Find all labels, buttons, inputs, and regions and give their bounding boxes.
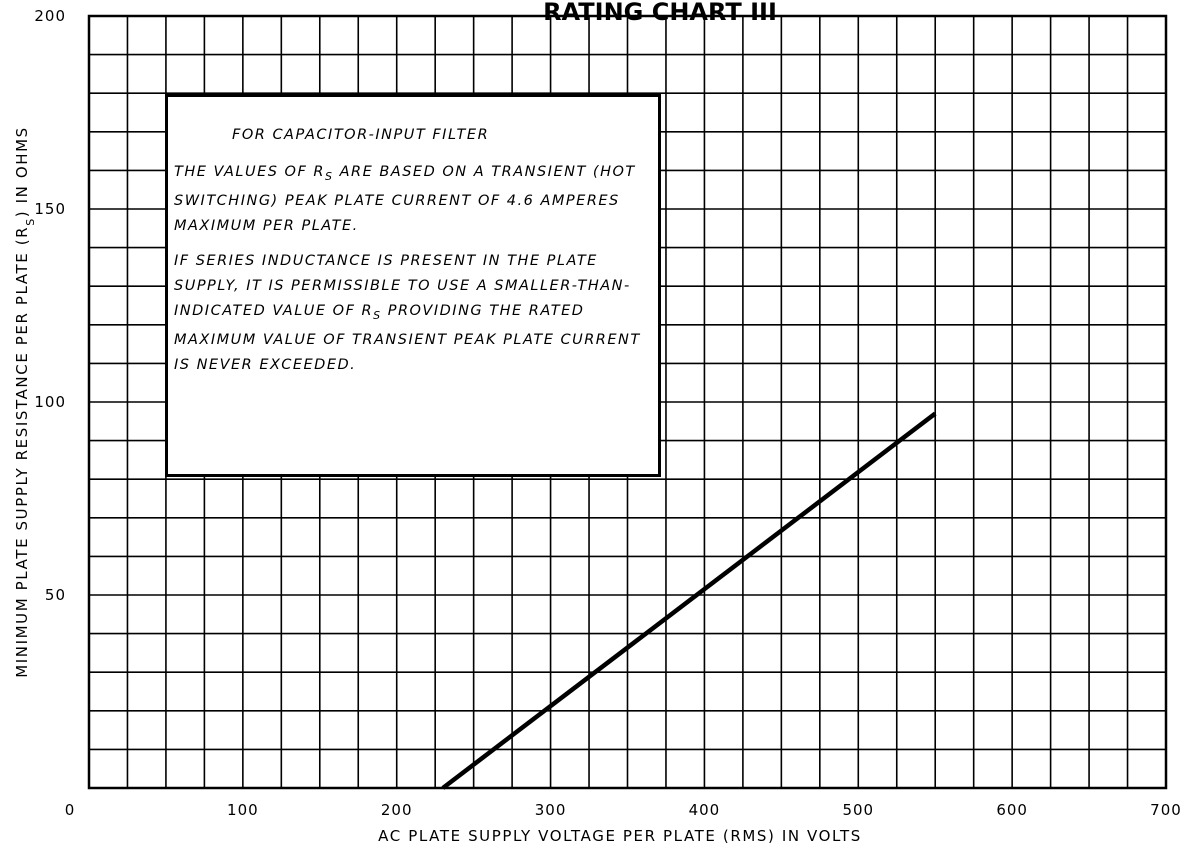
y-tick-label: 50 <box>45 586 66 604</box>
x-tick-label: 200 <box>381 801 413 819</box>
note-para1-text-b: ARE BASED ON A TRANSIENT (HOT SWITCHING)… <box>174 164 636 234</box>
x-tick-label: 700 <box>1150 801 1182 819</box>
x-tick-label: 100 <box>227 801 259 819</box>
plot-frame <box>87 14 1168 790</box>
y-axis-label-part2: ) IN OHMS <box>13 126 31 217</box>
y-axis-label: MINIMUM PLATE SUPPLY RESISTANCE PER PLAT… <box>13 126 37 678</box>
note-para2-text-b: PROVIDING THE RATED MAXIMUM VALUE OF TRA… <box>174 302 641 373</box>
filter-note-box: FOR CAPACITOR-INPUT FILTER THE VALUES OF… <box>165 94 661 477</box>
note-para2-text-a: IF SERIES INDUCTANCE IS PRESENT IN THE P… <box>174 252 631 319</box>
x-tick-label: 400 <box>689 801 721 819</box>
note-paragraph-inductance: IF SERIES INDUCTANCE IS PRESENT IN THE P… <box>174 249 648 378</box>
note-para1-text-a: THE VALUES OF R <box>174 164 325 180</box>
note-para2-subscript: S <box>373 308 382 322</box>
note-paragraph-values: THE VALUES OF RS ARE BASED ON A TRANSIEN… <box>174 160 648 239</box>
x-tick-label: 500 <box>842 801 874 819</box>
series-line <box>441 411 937 790</box>
y-tick-label: 150 <box>34 200 66 218</box>
x-tick-label: 300 <box>535 801 567 819</box>
x-tick-label: 0 <box>65 801 76 819</box>
y-axis-label-part1: MINIMUM PLATE SUPPLY RESISTANCE PER PLAT… <box>13 226 31 678</box>
y-tick-labels: 200 150 100 50 <box>34 7 66 604</box>
note-para1-subscript: S <box>325 169 334 183</box>
y-axis-label-subscript: S <box>24 217 37 226</box>
y-tick-label: 100 <box>34 393 66 411</box>
note-heading: FOR CAPACITOR-INPUT FILTER <box>232 127 490 143</box>
x-tick-labels: 0 100 200 300 400 500 600 700 <box>65 801 1182 819</box>
y-tick-label: 200 <box>34 7 66 25</box>
x-tick-label: 600 <box>996 801 1028 819</box>
data-series <box>441 411 937 790</box>
chart-title: RATING CHART III <box>543 0 777 26</box>
x-axis-label: AC PLATE SUPPLY VOLTAGE PER PLATE (RMS) … <box>378 827 862 845</box>
